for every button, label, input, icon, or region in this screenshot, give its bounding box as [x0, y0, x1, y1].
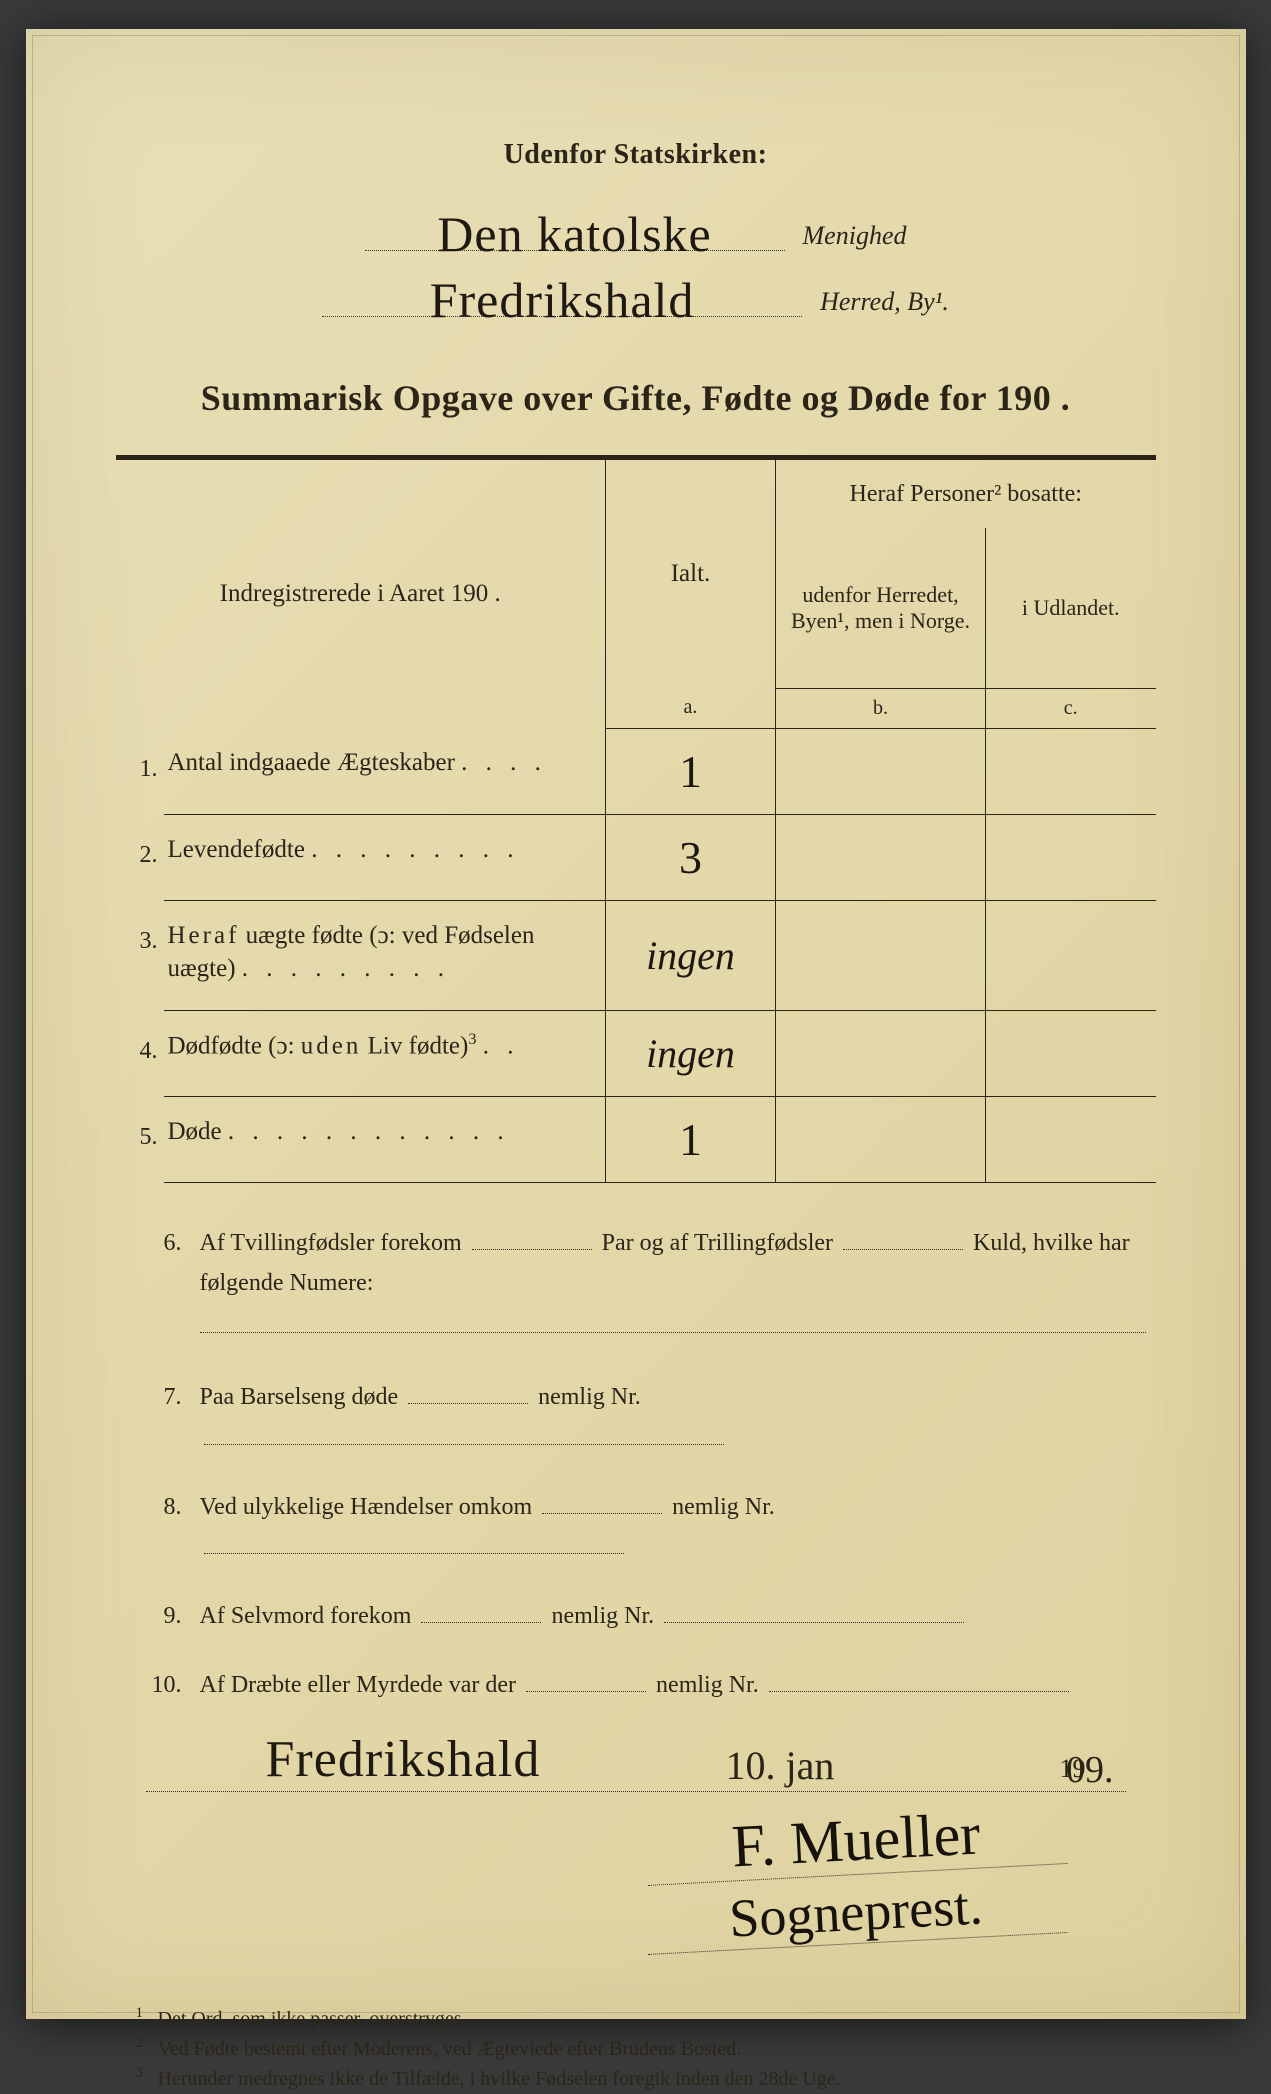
cell-a: ingen	[606, 1010, 776, 1096]
table-row: 5. Døde . . . . . . . . . . . . 1	[116, 1096, 1156, 1182]
signature-date: 10. jan	[726, 1742, 835, 1789]
question-7: 7. Paa Barselseng døde nemlig Nr.	[146, 1377, 1146, 1459]
herred-line: Fredrikshald Herred, By¹.	[116, 265, 1156, 317]
cell-a: 1	[606, 1096, 776, 1182]
cell-b	[776, 814, 986, 900]
signature-area: Fredrikshald 10. jan 19 09. F. Mueller S…	[116, 1736, 1156, 1954]
header-block: Udenfor Statskirken: Den katolske Menigh…	[116, 139, 1156, 317]
blank-field	[769, 1666, 1069, 1692]
table-row: 4. Dødfødte (ɔ: uden Liv fødte)3 . . ing…	[116, 1010, 1156, 1096]
blank-field	[526, 1666, 646, 1692]
row-label: Dødfødte (ɔ: uden Liv fødte)3 . .	[164, 1010, 606, 1096]
question-10: 10. Af Dræbte eller Myrdede var der neml…	[146, 1665, 1146, 1706]
cell-a: ingen	[606, 900, 776, 1010]
cell-b	[776, 1010, 986, 1096]
blank-field	[421, 1597, 541, 1623]
signature-block: F. Mueller Sogneprest.	[116, 1810, 1156, 1954]
row-number: 1.	[116, 728, 164, 814]
blank-field	[472, 1223, 592, 1249]
menighed-label: Menighed	[803, 221, 907, 250]
th-sub-a: a.	[606, 688, 776, 728]
row-label: Levendefødte . . . . . . . . .	[164, 814, 606, 900]
menighed-line: Den katolske Menighed	[116, 199, 1156, 251]
table-row: 3. Heraf uægte fødte (ɔ: ved Fødselen uæ…	[116, 900, 1156, 1010]
row-number: 5.	[116, 1096, 164, 1182]
cell-b	[776, 900, 986, 1010]
cell-c	[986, 1096, 1156, 1182]
row-label: Heraf uægte fødte (ɔ: ved Fødselen uægte…	[164, 900, 606, 1010]
footnote-2: 2Ved Fødte bestemt efter Moderens, ved Æ…	[136, 2034, 1156, 2064]
table-row: 2. Levendefødte . . . . . . . . . 3	[116, 814, 1156, 900]
cell-c	[986, 900, 1156, 1010]
blank-field	[204, 1419, 724, 1445]
cell-c	[986, 814, 1156, 900]
footnote-3: 3Herunder medregnes ikke de Tilfælde, i …	[136, 2064, 1156, 2094]
footnotes: 1Det Ord, som ikke passer, overstryges. …	[116, 2004, 1156, 2094]
cell-c	[986, 1010, 1156, 1096]
row-number: 2.	[116, 814, 164, 900]
signature-name: F. Mueller	[644, 1799, 1067, 1886]
question-8: 8. Ved ulykkelige Hændelser omkom nemlig…	[146, 1487, 1146, 1569]
blank-field	[542, 1487, 662, 1513]
row-number: 4.	[116, 1010, 164, 1096]
cell-b	[776, 1096, 986, 1182]
blank-field	[200, 1332, 1146, 1333]
place-date-line: Fredrikshald 10. jan 19 09.	[146, 1736, 1126, 1792]
cell-c	[986, 728, 1156, 814]
question-9: 9. Af Selvmord forekom nemlig Nr.	[146, 1596, 1146, 1637]
row-label: Døde . . . . . . . . . . . .	[164, 1096, 606, 1182]
th-heraf-personer: Heraf Personer² bosatte:	[776, 460, 1156, 528]
year-handwritten: 09.	[1066, 1748, 1114, 1792]
menighed-value: Den katolske	[437, 206, 711, 262]
signature-title: Sogneprest.	[644, 1874, 1067, 1955]
outside-church-label: Udenfor Statskirken:	[116, 139, 1156, 171]
signature-place: Fredrikshald	[266, 1730, 541, 1789]
question-6: 6. Af Tvillingfødsler forekom Par og af …	[146, 1223, 1146, 1334]
blank-field	[843, 1223, 963, 1249]
table-row: 1. Antal indgaaede Ægteskaber . . . . 1	[116, 728, 1156, 814]
page-title: Summarisk Opgave over Gifte, Fødte og Dø…	[116, 377, 1156, 419]
summary-table: Indregistrerede i Aaret 190 . Ialt. Hera…	[116, 460, 1156, 1183]
th-ialt: Ialt.	[606, 460, 776, 688]
footnote-1: 1Det Ord, som ikke passer, overstryges.	[136, 2004, 1156, 2034]
menighed-field: Den katolske	[365, 199, 785, 251]
th-col-c: i Udlandet.	[986, 528, 1156, 688]
lower-questions: 6. Af Tvillingfødsler forekom Par og af …	[116, 1223, 1156, 1706]
row-label: Antal indgaaede Ægteskaber . . . .	[164, 728, 606, 814]
herred-label: Herred, By¹.	[820, 287, 949, 316]
blank-field	[408, 1378, 528, 1404]
th-sub-c: c.	[986, 688, 1156, 728]
cell-a: 1	[606, 728, 776, 814]
cell-a: 3	[606, 814, 776, 900]
document-page: Udenfor Statskirken: Den katolske Menigh…	[26, 29, 1246, 2019]
th-registered: Indregistrerede i Aaret 190 .	[116, 460, 606, 728]
th-sub-b: b.	[776, 688, 986, 728]
blank-field	[204, 1528, 624, 1554]
cell-b	[776, 728, 986, 814]
th-col-b: udenfor Herredet, Byen¹, men i Norge.	[776, 528, 986, 688]
blank-field	[664, 1597, 964, 1623]
herred-field: Fredrikshald	[322, 265, 802, 317]
herred-value: Fredrikshald	[430, 272, 695, 328]
row-number: 3.	[116, 900, 164, 1010]
